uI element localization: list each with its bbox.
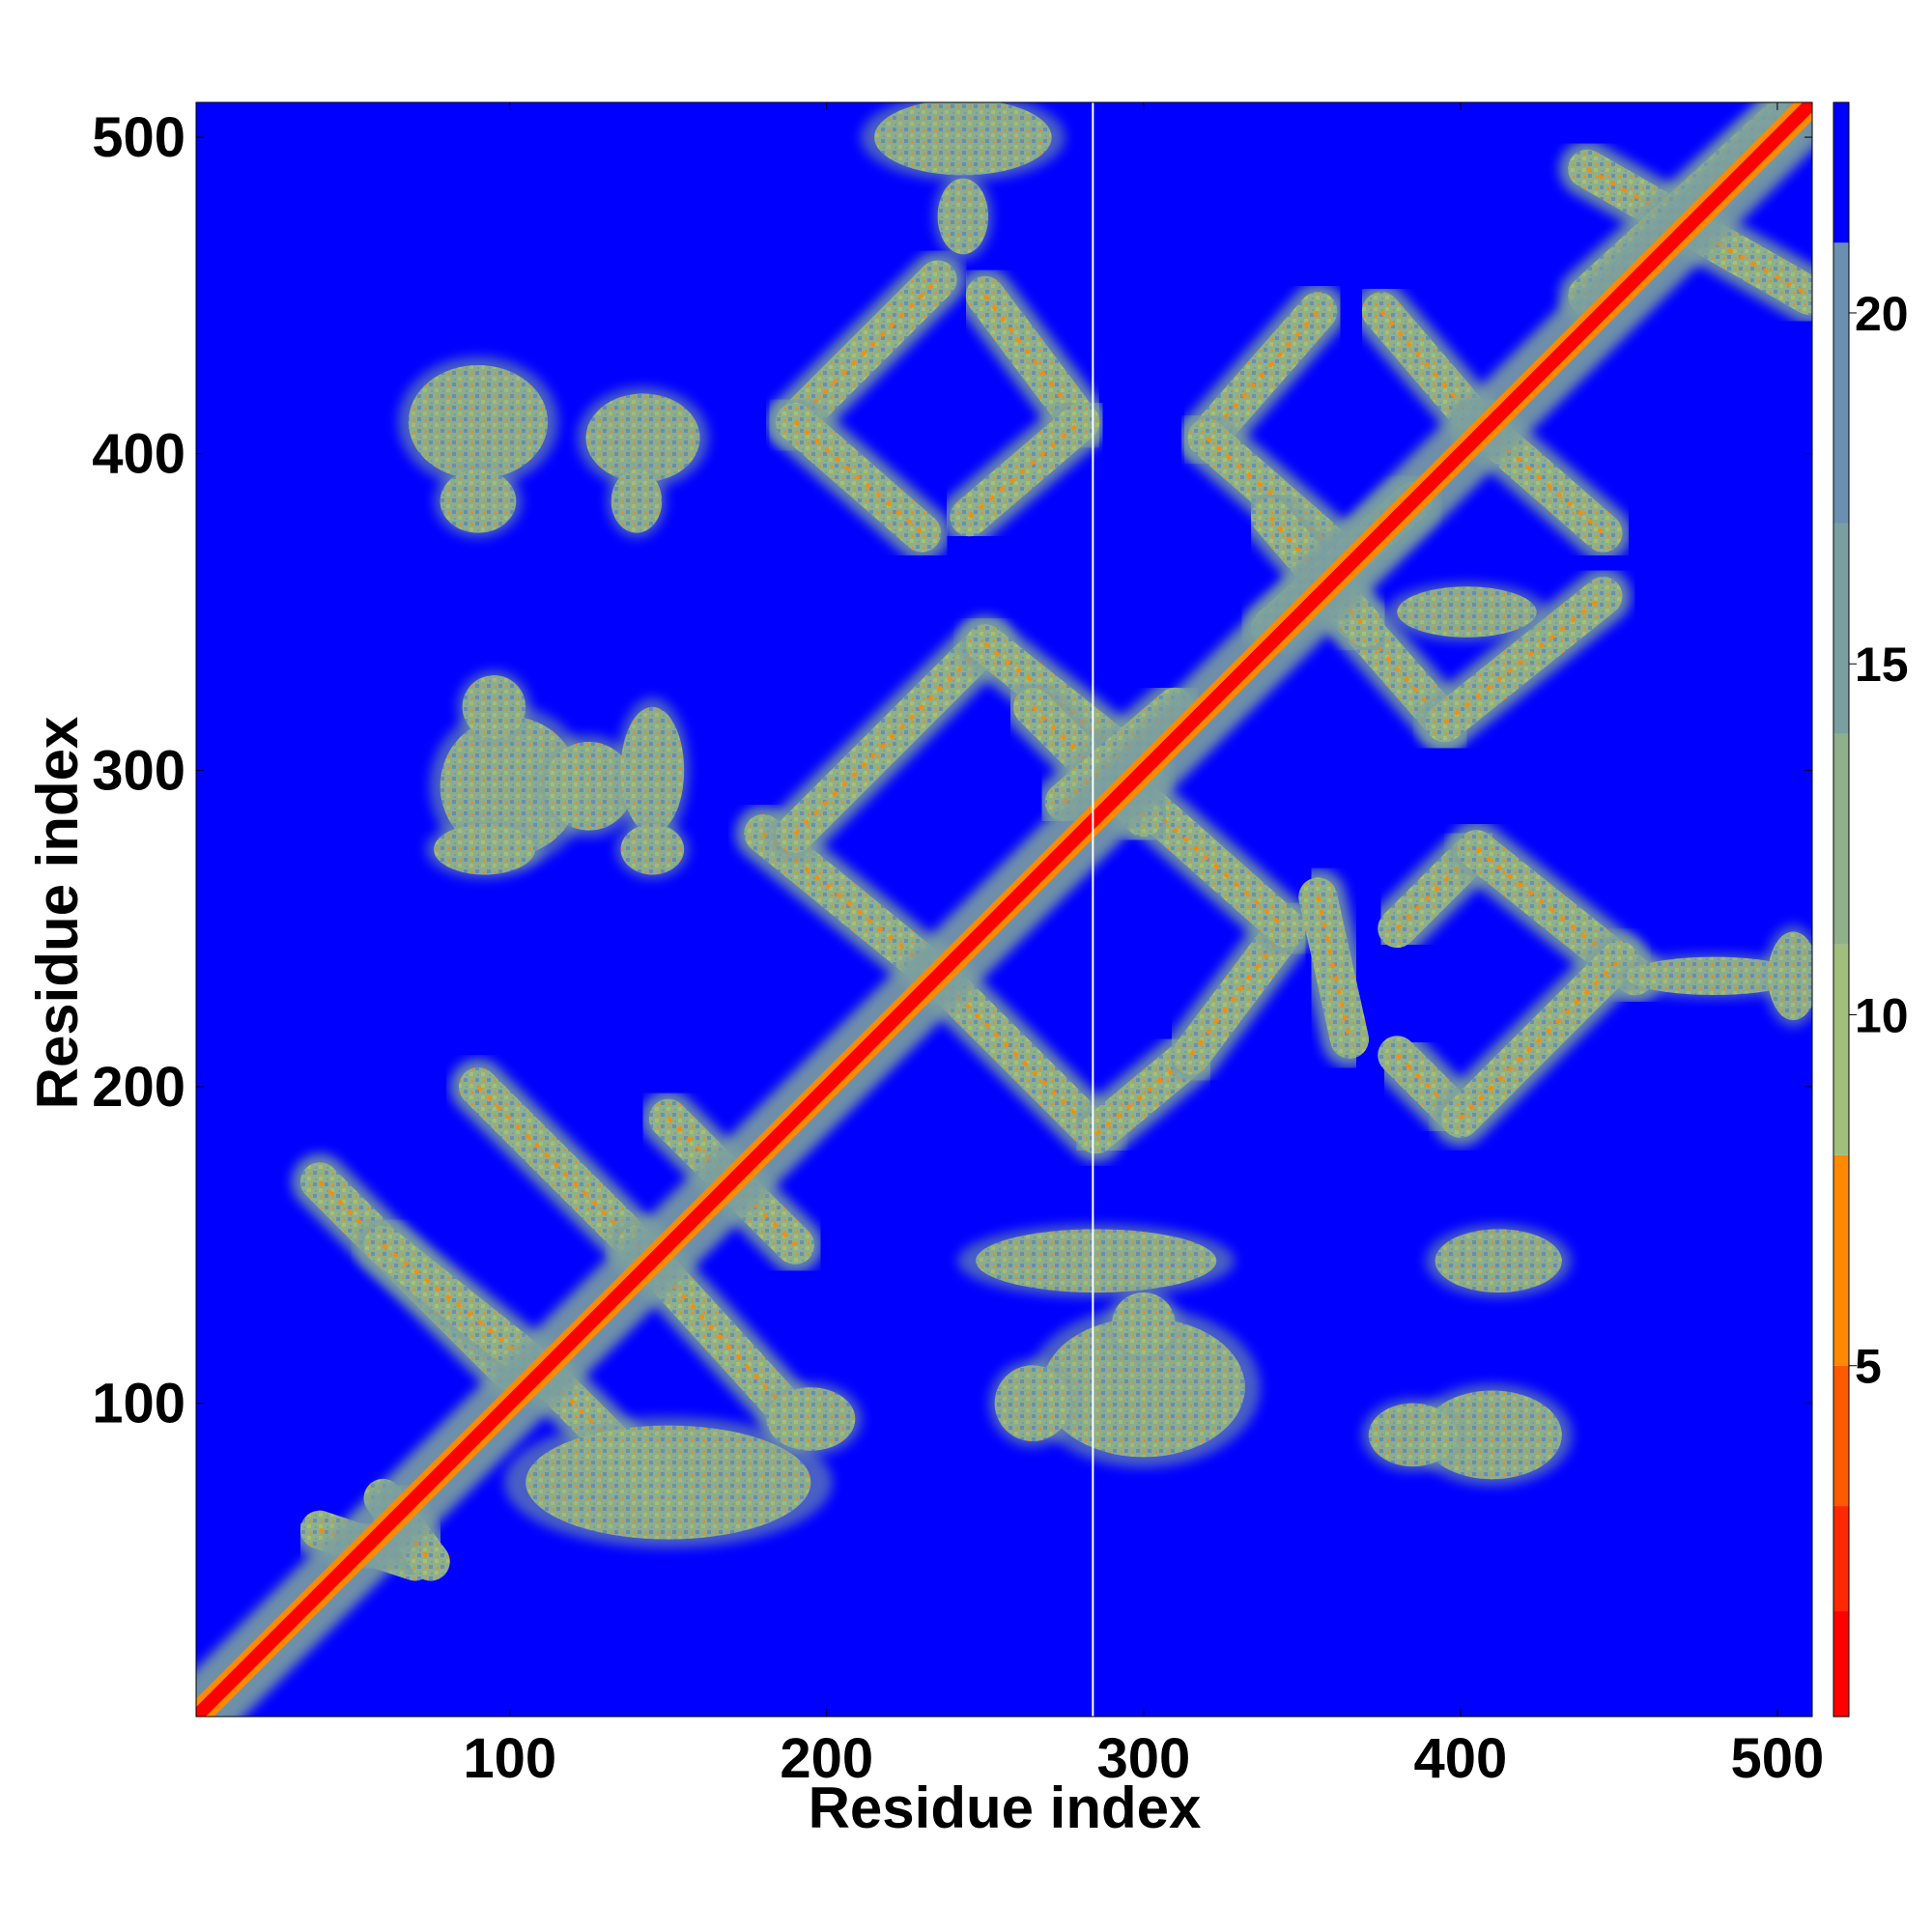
contact-patch: [577, 386, 709, 490]
contact-patch: [607, 465, 667, 538]
y-axis: 100 200 300 400 500: [92, 106, 1812, 1435]
contact-band: [766, 251, 966, 450]
colorbar-segment: [1833, 1506, 1849, 1612]
contact-band: [1179, 283, 1347, 467]
y-tick-label: 300: [92, 739, 185, 802]
contact-patch: [1411, 1383, 1573, 1487]
contact-band: [766, 393, 951, 561]
contact-patch: [1611, 953, 1812, 998]
contact-band: [1416, 568, 1632, 752]
contact-patch: [434, 465, 523, 538]
x-tick-label: 200: [780, 1727, 873, 1790]
y-tick-label: 100: [92, 1373, 185, 1435]
contact-patch: [1425, 1224, 1572, 1297]
colorbar-segment: [1833, 1611, 1849, 1717]
y-axis-title: Residue index: [25, 717, 90, 1110]
contact-band: [1290, 868, 1378, 1067]
colorbar-segment: [1833, 733, 1849, 945]
y-tick-label: 400: [92, 423, 185, 486]
contact-patch: [988, 1359, 1077, 1447]
contact-patch: [615, 696, 690, 843]
colorbar: 5 10 15 20: [1833, 101, 1909, 1718]
y-tick-label: 200: [92, 1056, 185, 1119]
contact-band: [1432, 931, 1647, 1147]
plot-frame: [195, 101, 1813, 1718]
diagonal-core: [196, 102, 1812, 1717]
contact-patch: [1386, 582, 1548, 641]
contact-patch: [397, 356, 558, 488]
colorbar-tick-label: 10: [1855, 988, 1909, 1042]
contact-band: [941, 393, 1109, 546]
colorbar-segment: [1833, 102, 1849, 243]
x-axis-title: Residue index: [809, 1776, 1202, 1840]
contact-patch: [957, 1224, 1235, 1297]
colorbar-segment: [1833, 1154, 1849, 1366]
x-axis: 100 200 300 400 500: [463, 102, 1824, 1790]
colorbar-tick-label: 15: [1855, 638, 1909, 692]
contact-patch: [1764, 924, 1812, 1028]
colorbar-segment: [1833, 242, 1849, 524]
contact-patch: [861, 102, 1065, 182]
contact-patch: [426, 820, 543, 879]
colorbar-tick-label: 5: [1855, 1340, 1882, 1394]
y-tick-label: 500: [92, 106, 185, 169]
x-tick-label: 500: [1731, 1727, 1825, 1790]
contact-patch: [457, 670, 531, 744]
contact-patch: [933, 172, 993, 261]
contact-band: [449, 1058, 665, 1273]
colorbar-segment: [1833, 1365, 1849, 1507]
x-tick-label: 300: [1096, 1727, 1190, 1790]
contact-patch: [759, 1382, 863, 1456]
contact-patch: [1361, 1398, 1464, 1472]
colorbar-frame: [1833, 101, 1850, 1718]
colorbar-segment: [1833, 523, 1849, 734]
x-tick-label: 400: [1413, 1727, 1507, 1790]
contact-band: [766, 615, 1013, 862]
colorbar-segment: [1833, 944, 1849, 1155]
contact-band: [909, 948, 1124, 1163]
x-tick-label: 100: [463, 1727, 556, 1790]
diagonal-band: [196, 102, 1812, 1717]
contact-patch: [537, 734, 640, 838]
contact-layer: [291, 102, 1812, 1590]
contact-patch: [615, 820, 690, 879]
contact-patch: [504, 1416, 833, 1548]
colorbar-tick-label: 20: [1855, 287, 1909, 341]
contact-patch: [1107, 1288, 1180, 1361]
